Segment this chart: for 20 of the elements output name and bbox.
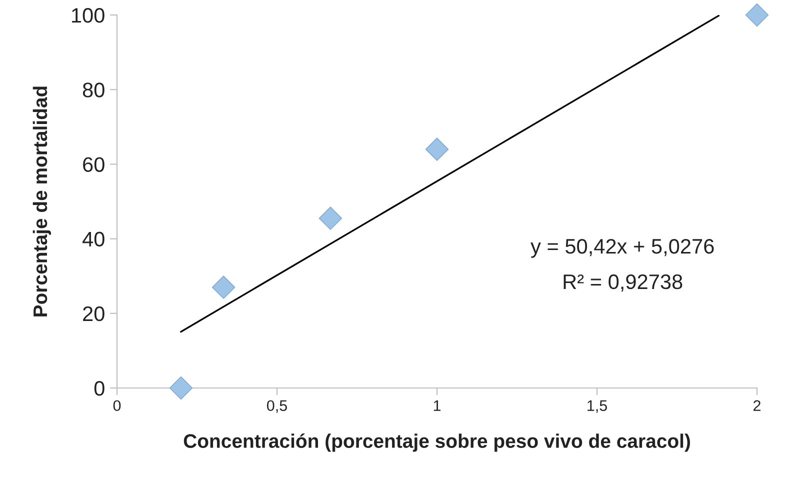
point — [212, 276, 236, 299]
point — [425, 138, 449, 161]
annotation: R² = 0,92738 — [564, 274, 682, 292]
x-tick-label: 0 — [113, 400, 121, 412]
annotation: y = 50,42x + 5,0276 — [530, 238, 714, 258]
y-tick-label: 60 — [83, 157, 104, 172]
y-axis-title: Porcentaje de mortalidad — [32, 86, 51, 316]
y-tick-label: 100 — [72, 8, 104, 23]
x-axis-title: Concentración (porcentaje sobre peso vivo de caracol) — [184, 433, 690, 452]
point — [745, 3, 769, 27]
x-tick-label: 2 — [754, 400, 760, 411]
y-tick-label: 80 — [82, 82, 104, 98]
y-tick-label: 0 — [94, 381, 104, 396]
y-tick-label: 40 — [82, 232, 104, 247]
point — [169, 376, 193, 400]
x-tick-label: 0,5 — [266, 400, 287, 413]
point — [318, 206, 342, 230]
y-tick-label: 20 — [83, 306, 104, 322]
x-tick-label: 1,5 — [588, 400, 607, 413]
x-tick-label: 1 — [434, 400, 441, 411]
